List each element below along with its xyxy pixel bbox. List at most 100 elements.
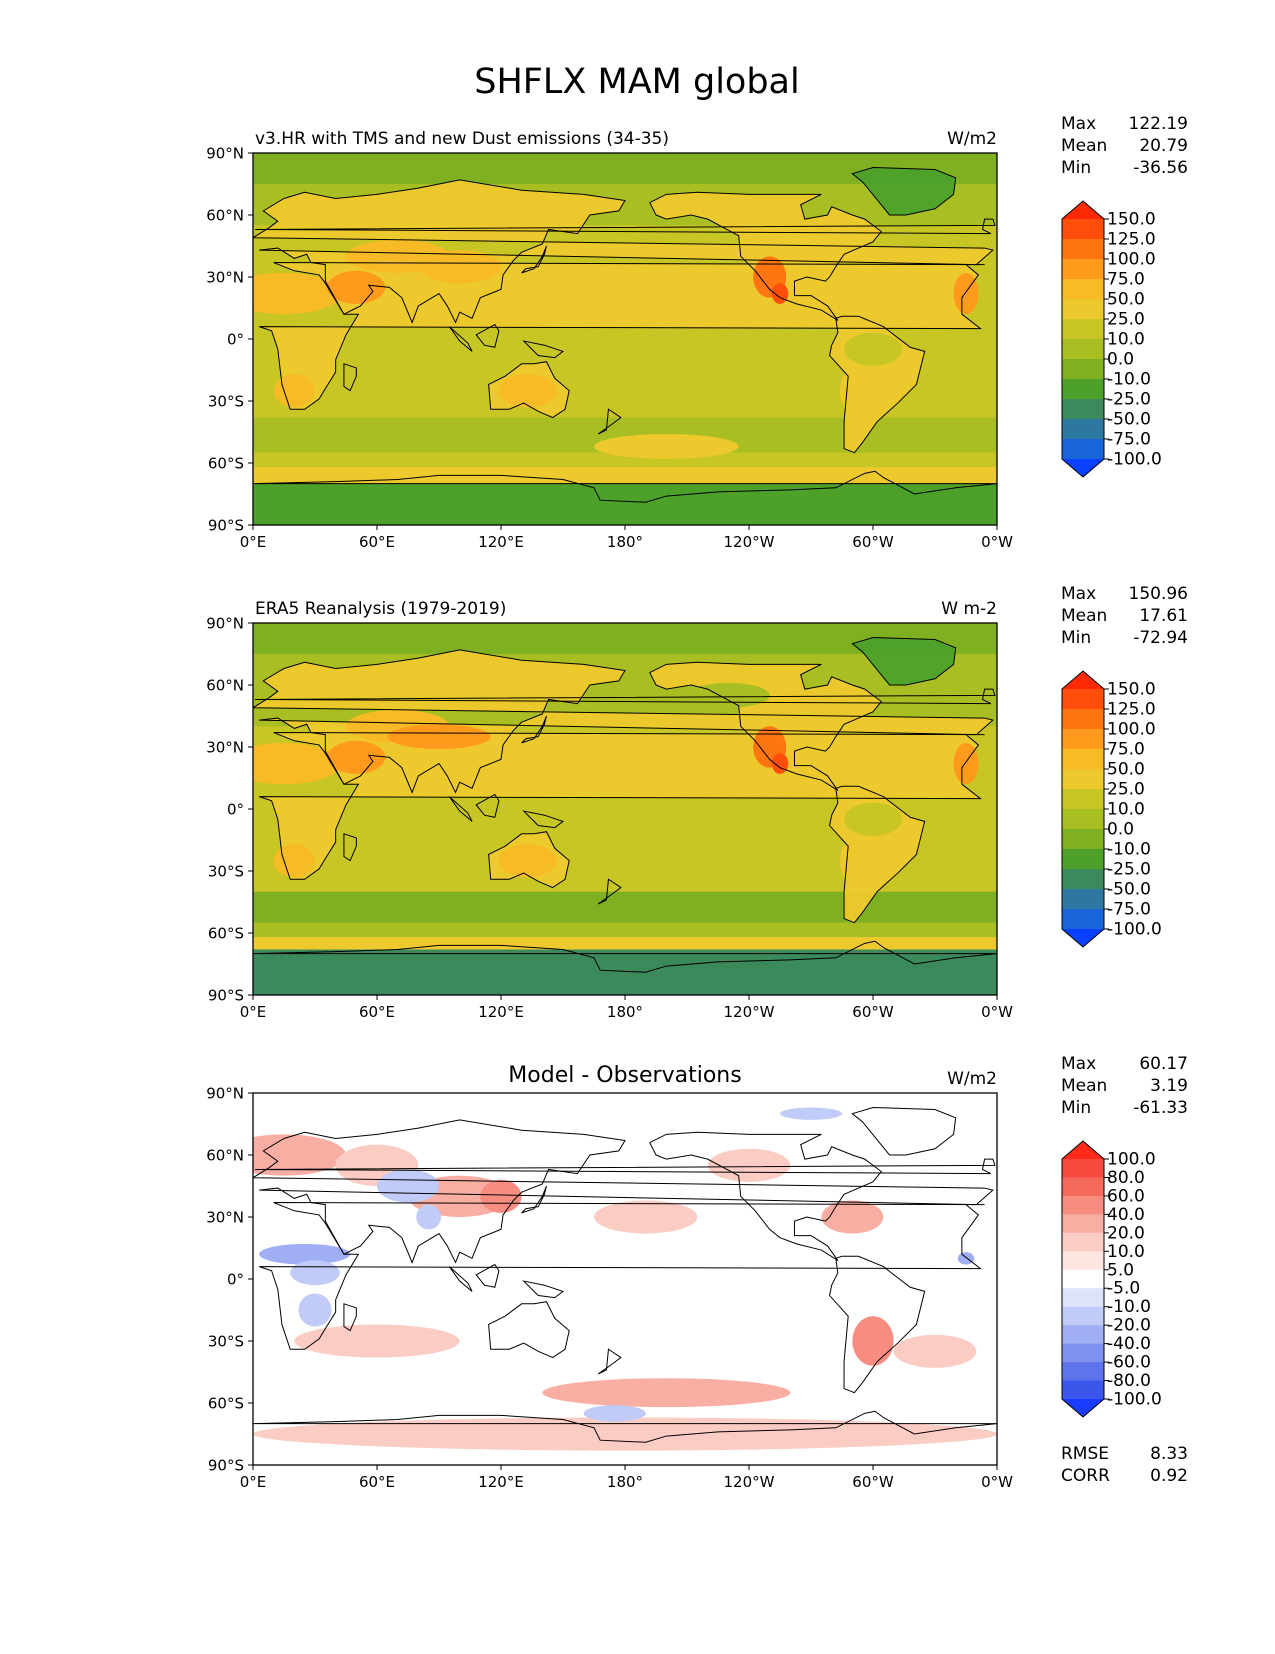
colorbar-bin <box>1062 1195 1104 1215</box>
stat-value-mean: 17.61 <box>1139 606 1188 626</box>
stat-value-min: -36.56 <box>1133 158 1188 178</box>
lat-tick-label: 90°S <box>208 517 244 535</box>
colorbar-bin <box>1062 1232 1104 1252</box>
coastline <box>259 1202 985 1350</box>
lat-tick-label: 90°N <box>206 1085 244 1103</box>
lon-tick-label: 0°W <box>981 1003 1013 1021</box>
colorbar-tick-label: 150.0 <box>1107 680 1156 700</box>
stat-label-mean: Mean <box>1061 606 1107 626</box>
colorbar-tick-label: -5.0 <box>1107 1279 1140 1299</box>
lon-tick-label: 120°W <box>724 533 775 551</box>
colorbar-tick-label: 10.0 <box>1107 800 1145 820</box>
lon-tick-label: 180° <box>607 1003 643 1021</box>
coastline <box>343 1303 357 1332</box>
colorbar-bin <box>1062 399 1104 420</box>
coastline <box>522 1280 565 1299</box>
stat-label-max: Max <box>1061 1054 1096 1074</box>
lon-tick-label: 120°W <box>724 1003 775 1021</box>
stat-value-mean: 3.19 <box>1150 1076 1188 1096</box>
colorbar-bin <box>1062 1159 1104 1178</box>
colorbar-bin <box>1062 1306 1104 1326</box>
coastline <box>255 688 996 705</box>
lat-tick-label: 0° <box>227 331 244 349</box>
figure-title: SHFLX MAM global <box>474 62 799 102</box>
colorbar-bin <box>1062 1214 1104 1234</box>
lat-tick-label: 0° <box>227 1271 244 1289</box>
coastline <box>851 1106 957 1156</box>
colorbar-bin <box>1062 1325 1104 1345</box>
coastline <box>448 1266 473 1292</box>
stat-value-max: 150.96 <box>1129 584 1188 604</box>
coastline <box>253 940 997 973</box>
colorbar-tick-label: -100.0 <box>1107 920 1162 940</box>
colorbar-tick-label: -100.0 <box>1107 450 1162 470</box>
coastline <box>597 1348 622 1375</box>
lat-tick-label: 90°S <box>208 987 244 1005</box>
lat-tick-label: 60°S <box>208 1395 244 1413</box>
stat-label-min: Min <box>1061 158 1091 178</box>
lat-tick-label: 90°N <box>206 145 244 163</box>
colorbar-bin <box>1062 849 1104 870</box>
lon-tick-label: 60°E <box>359 1473 395 1491</box>
colorbar-tick-label: -50.0 <box>1107 410 1151 430</box>
coastline <box>522 810 565 829</box>
lon-tick-label: 60°W <box>852 1003 894 1021</box>
lon-tick-label: 60°W <box>852 533 894 551</box>
lon-tick-label: 0°W <box>981 533 1013 551</box>
colorbar-tick-label: 25.0 <box>1107 310 1145 330</box>
colorbar-tick-label: 125.0 <box>1107 230 1156 250</box>
lat-tick-label: 0° <box>227 801 244 819</box>
colorbar-bin <box>1062 439 1104 460</box>
colorbar-bin <box>1062 239 1104 260</box>
coastline <box>259 262 985 410</box>
lat-tick-label: 30°N <box>206 269 244 287</box>
stat-value-mean: 20.79 <box>1139 136 1188 156</box>
colorbar-extend-max <box>1062 201 1104 219</box>
colorbar-tick-label: -100.0 <box>1107 1390 1162 1410</box>
colorbar-tick-label: 75.0 <box>1107 270 1145 290</box>
colorbar-bin <box>1062 359 1104 380</box>
colorbar-extend-min <box>1062 929 1104 947</box>
stat-label-corr: CORR <box>1061 1466 1110 1486</box>
colorbar-tick-label: -20.0 <box>1107 1316 1151 1336</box>
colorbar-tick-label: -40.0 <box>1107 1334 1151 1354</box>
lon-tick-label: 60°W <box>852 1473 894 1491</box>
colorbar-tick-label: 0.0 <box>1107 350 1134 370</box>
lon-tick-label: 60°E <box>359 533 395 551</box>
coastline <box>253 470 997 503</box>
stat-label-mean: Mean <box>1061 1076 1107 1096</box>
lat-tick-label: 30°S <box>208 1333 244 1351</box>
lat-tick-label: 90°N <box>206 615 244 633</box>
coastline <box>253 179 994 324</box>
coastline <box>521 245 547 274</box>
lat-tick-label: 60°N <box>206 677 244 695</box>
coastline <box>522 340 565 359</box>
colorbar-tick-label: 5.0 <box>1107 1260 1134 1280</box>
colorbar-bin <box>1062 809 1104 830</box>
colorbar-tick-label: -60.0 <box>1107 1353 1151 1373</box>
coastline <box>521 715 547 744</box>
colorbar-bin <box>1062 709 1104 730</box>
lon-tick-label: 0°E <box>240 533 267 551</box>
lon-tick-label: 0°W <box>981 1473 1013 1491</box>
lon-tick-label: 120°W <box>724 1473 775 1491</box>
colorbar-tick-label: 10.0 <box>1107 1242 1145 1262</box>
coastline <box>253 1410 997 1443</box>
colorbar-tick-label: -75.0 <box>1107 900 1151 920</box>
coastline <box>521 1185 547 1214</box>
coastline <box>649 1131 882 1261</box>
colorbar-tick-label: -25.0 <box>1107 860 1151 880</box>
colorbar-bin <box>1062 689 1104 710</box>
panel-3: 90°N 60°N 30°N 0° 30°S 60°S 90°S0°E 60°E 120°E 18… <box>206 1054 1188 1491</box>
colorbar-bin <box>1062 339 1104 360</box>
colorbar-tick-label: -75.0 <box>1107 430 1151 450</box>
lat-tick-label: 60°N <box>206 207 244 225</box>
colorbar-bin <box>1062 789 1104 810</box>
stat-label-min: Min <box>1061 1098 1091 1118</box>
map-field <box>253 1093 997 1465</box>
coastline <box>851 636 957 686</box>
colorbar-extend-max <box>1062 1141 1104 1159</box>
stat-value-max: 122.19 <box>1129 114 1188 134</box>
coastline <box>475 1263 500 1288</box>
